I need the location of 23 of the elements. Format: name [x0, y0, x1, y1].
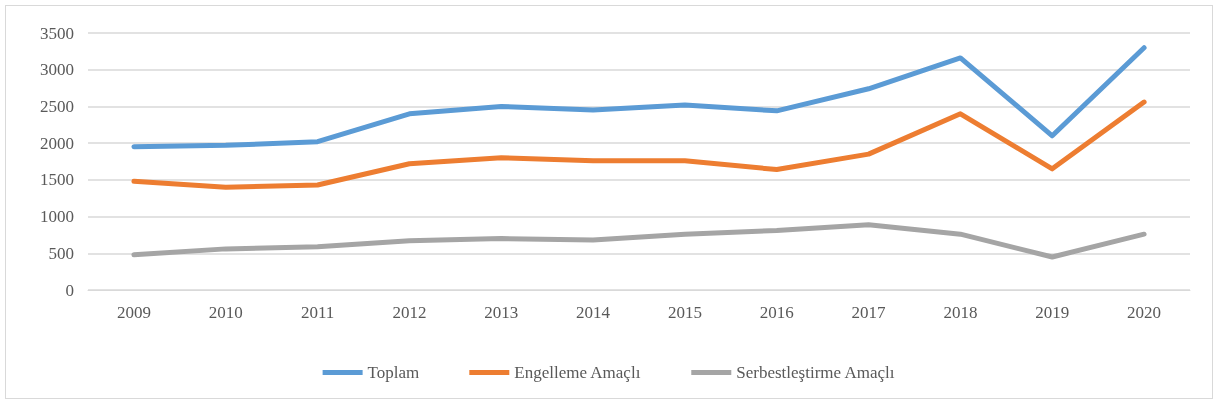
x-tick-label: 2016: [759, 303, 794, 322]
x-tick-label: 2015: [667, 303, 702, 322]
legend-label: Toplam: [367, 363, 420, 382]
y-tick-label: 2500: [40, 96, 74, 116]
x-tick-label: 2013: [484, 303, 519, 322]
y-tick-label: 500: [48, 243, 74, 263]
y-tick-label: 0: [65, 280, 74, 300]
y-tick-label: 1500: [40, 170, 74, 190]
y-tick-label: 3500: [40, 23, 74, 43]
x-tick-label: 2009: [116, 303, 151, 322]
legend-label: Engelleme Amaçlı: [514, 363, 641, 382]
x-tick-label: 2019: [1035, 303, 1070, 322]
x-tick-label: 2010: [208, 303, 243, 322]
y-tick-label: 3000: [40, 60, 74, 80]
x-tick-label: 2017: [851, 303, 887, 322]
x-tick-label: 2018: [943, 303, 978, 322]
y-tick-label: 2000: [40, 133, 74, 153]
x-tick-label: 2012: [392, 303, 427, 322]
legend-label: Serbestleştirme Amaçlı: [736, 363, 895, 382]
x-tick-label: 2011: [300, 303, 335, 322]
x-tick-label: 2014: [576, 303, 611, 322]
y-tick-label: 1000: [40, 207, 74, 227]
x-tick-label: 2020: [1127, 303, 1162, 322]
